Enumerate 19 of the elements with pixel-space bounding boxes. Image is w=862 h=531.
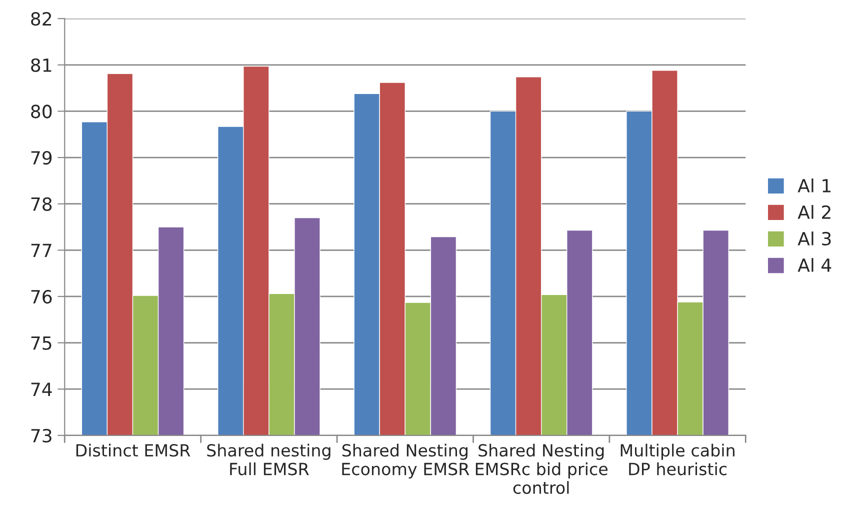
y-tick-label: 76	[31, 290, 52, 304]
y-tick-label: 82	[31, 12, 52, 26]
legend-label: Al 4	[798, 258, 832, 272]
y-tick-label: 79	[31, 150, 52, 165]
legend-label: Al 3	[798, 232, 831, 246]
legend-label: Al 2	[798, 205, 830, 219]
y-tick-label: 80	[31, 104, 52, 118]
y-tick-label: 73	[31, 428, 52, 443]
x-tick-label: Shared Nesting Economy EMSR	[342, 444, 470, 479]
y-tick-label: 77	[31, 244, 52, 258]
y-tick-label: 74	[31, 382, 52, 396]
x-tick-label: Shared nesting Full EMSR	[207, 444, 330, 476]
y-tick-label: 78	[31, 197, 52, 211]
x-tick-label: Multiple cabin DP heuristic	[620, 444, 734, 476]
y-tick-label: 81	[31, 58, 52, 72]
x-tick-label: Distinct EMSR	[76, 444, 190, 457]
x-tick-label: Shared Nesting EMSRc bid price control	[476, 444, 608, 494]
legend-label: Al 1	[798, 178, 831, 192]
y-tick-label: 75	[31, 336, 52, 350]
